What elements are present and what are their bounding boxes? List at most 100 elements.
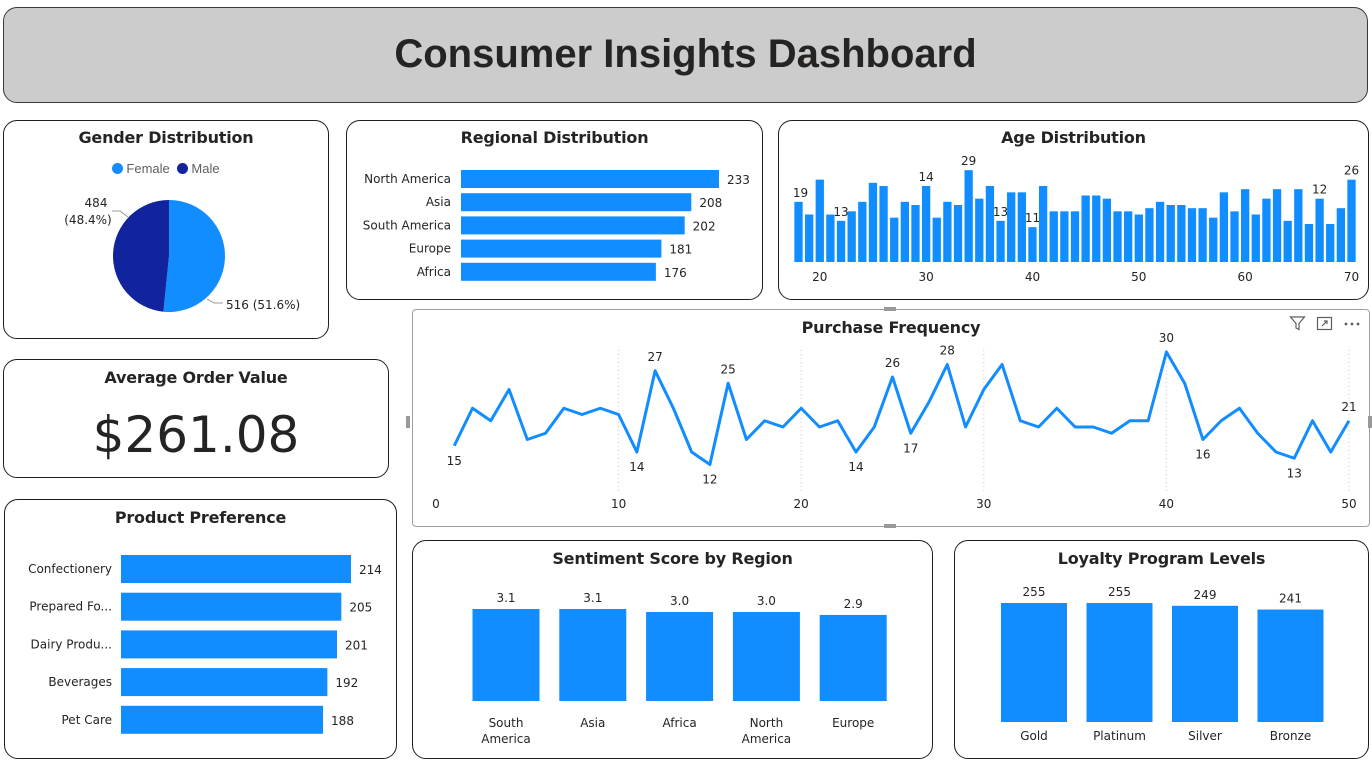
bar-europe [819,614,887,701]
age-bar-24 [858,201,867,262]
age-chart-title: Age Distribution [1001,128,1146,147]
bar-south-america [472,609,540,701]
bar-value-south-america: 3.1 [496,591,515,605]
product-chart-title: Product Preference [114,508,287,527]
purchase-tick-10: 10 [611,497,626,511]
age-bar-38 [1007,192,1016,262]
bar-value-africa: 3.0 [670,594,689,608]
aov-value: $261.08 [92,406,300,464]
bar-value-asia: 208 [699,196,722,210]
age-bar-label-40: 11 [1025,211,1040,225]
loyalty-bar-chart: 255 Gold 255 Platinum 249 Silver 241 Bronze [1001,585,1324,743]
bar-category-bronze: Bronze [1270,729,1312,743]
bar-category-europe: Europe [409,242,451,256]
purchase-line-chart: 0 10 20 30 40 50 15 14 27 12 25 14 26 17 28 30 16 13 21 [432,331,1356,511]
bar-value-asia: 3.1 [583,591,602,605]
resize-handle-top[interactable] [884,307,896,311]
age-bar-label-30: 14 [918,170,933,184]
legend-item-female[interactable]: Female [112,161,170,176]
loyalty-chart-title: Loyalty Program Levels [1057,549,1266,568]
bar-north-america [732,611,800,701]
bar-category-europe: Europe [832,716,874,730]
filter-icon[interactable] [1289,315,1306,336]
product-preference-card[interactable]: Product Preference Confectionery 214 Prepa… [4,499,397,759]
age-bar-37 [996,220,1005,262]
bar-value-gold: 255 [1023,585,1046,599]
age-bar-30 [921,186,931,262]
age-bar-35 [975,198,984,262]
age-bar-53 [1166,205,1175,262]
purchase-label-16: 25 [721,362,736,376]
regional-distribution-card[interactable]: Regional Distribution North America 233 As… [346,120,763,300]
age-bar-31 [932,217,941,262]
purchase-label-1: 15 [447,454,462,468]
resize-handle-bottom[interactable] [884,524,896,528]
purchase-label-23: 14 [848,460,863,474]
age-tick-30: 30 [918,270,933,284]
bar-category-silver: Silver [1188,729,1222,743]
purchase-label-50: 21 [1341,400,1356,414]
purchase-tick-30: 30 [976,497,991,511]
age-bar-63 [1272,189,1282,262]
more-options-icon[interactable] [1343,315,1361,336]
purchase-label-40: 30 [1159,331,1174,345]
purchase-label-28: 28 [940,344,955,358]
age-bar-label-67: 12 [1312,183,1327,197]
age-tick-60: 60 [1238,270,1253,284]
age-tick-40: 40 [1025,270,1040,284]
resize-handle-left[interactable] [406,416,410,428]
bar-north-america [461,170,719,188]
bar-category-south-america-line1: South [489,716,524,730]
sentiment-score-card[interactable]: Sentiment Score by Region 3.1 South Americ… [412,540,933,759]
bar-africa [461,262,656,281]
bar-pet-care [121,705,324,734]
age-bar-label-70: 26 [1344,164,1359,178]
legend-item-male[interactable]: Male [177,161,220,176]
age-bar-68 [1326,224,1335,262]
age-bar-69 [1336,208,1346,262]
pie-leader-female [206,298,223,304]
bar-category-africa: Africa [417,265,451,279]
age-bar-36 [985,186,995,262]
age-bar-61 [1251,214,1260,262]
age-distribution-card[interactable]: Age Distribution 19 13 14 29 13 11 12 26 20 30 40 5… [778,120,1369,300]
regional-bar-chart: North America 233 Asia 208 South America 202 E… [363,170,750,281]
age-bar-49 [1124,211,1133,262]
bar-value-beverages: 192 [335,676,358,690]
bar-category-gold: Gold [1020,729,1048,743]
purchase-chart-title: Purchase Frequency [801,318,981,337]
bar-dairy-produ [121,630,338,659]
age-bar-label-34: 29 [961,154,976,168]
gender-pie-chart: 516 (51.6%) 484 (48.4%) [64,196,300,312]
age-bar-60 [1241,189,1250,262]
bar-gold [1001,603,1067,722]
bar-category-confectionery: Confectionery [28,562,112,576]
age-bar-20 [815,179,824,262]
age-tick-20: 20 [812,270,827,284]
legend-label-female: Female [126,161,170,176]
age-bar-45 [1081,195,1090,262]
bar-platinum [1086,603,1153,722]
purchase-label-11: 14 [629,460,644,474]
age-bar-39 [1017,192,1026,262]
purchase-tick-0: 0 [432,497,440,511]
age-bar-64 [1283,220,1292,262]
visual-header-icons [1289,315,1361,336]
gender-legend: Female Male [4,161,328,176]
loyalty-program-card[interactable]: Loyalty Program Levels 255 Gold 255 Platinu… [954,540,1369,759]
average-order-value-card[interactable]: Average Order Value $261.08 [3,359,389,478]
pie-leader-male [112,210,129,218]
bar-value-platinum: 255 [1108,585,1131,599]
age-bar-32 [943,201,952,262]
age-bar-27 [890,217,899,262]
legend-swatch-male [177,163,189,174]
resize-handle-right[interactable] [1368,416,1372,428]
bar-value-africa: 176 [664,266,687,280]
purchase-frequency-card[interactable]: Purchase Frequency 0 10 20 30 40 50 15 14 27 12 25… [412,309,1370,527]
gender-distribution-card[interactable]: Gender Distribution Female Male 516 (51.… [3,120,329,339]
focus-mode-icon[interactable] [1316,315,1333,336]
age-bar-23 [847,211,856,262]
bar-value-south-america: 202 [693,219,716,233]
age-bar-19 [804,214,814,262]
bar-value-north-america: 233 [727,173,750,187]
